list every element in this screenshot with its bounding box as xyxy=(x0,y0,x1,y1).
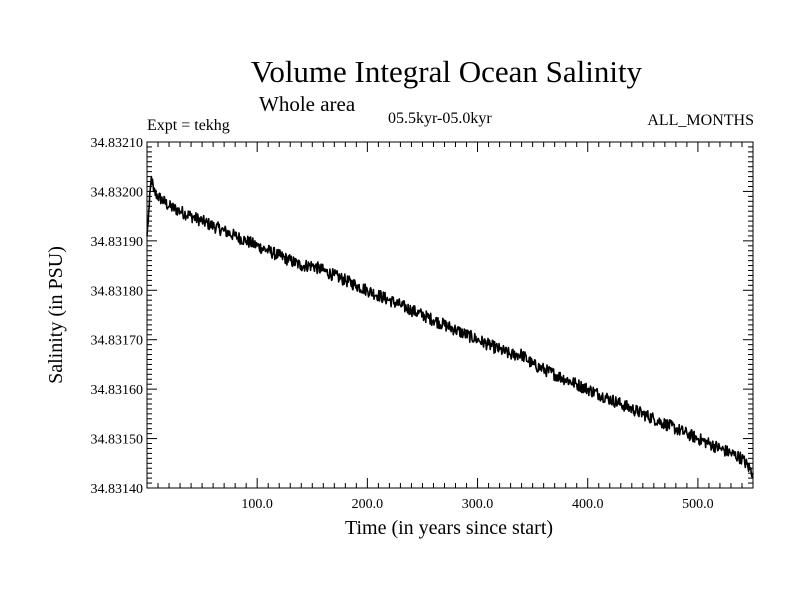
plot-frame xyxy=(146,141,754,489)
y-tick-label: 34.83180 xyxy=(91,284,144,299)
period-label: 05.5kyr-05.0kyr xyxy=(388,110,492,127)
chart-title: Volume Integral Ocean Salinity xyxy=(250,54,643,89)
y-tick-label: 34.83170 xyxy=(91,334,144,349)
chart-subtitle: Whole area xyxy=(259,92,356,116)
series-group xyxy=(146,175,754,479)
axis-ticks xyxy=(146,141,754,489)
y-axis-label: Salinity (in PSU) xyxy=(45,246,67,384)
months-label: ALL_MONTHS xyxy=(647,112,754,129)
y-tick-label: 34.83150 xyxy=(91,433,144,448)
y-tick-label: 34.83200 xyxy=(91,185,144,200)
x-tick-label: 200.0 xyxy=(352,497,384,512)
experiment-label: Expt = tekhg xyxy=(147,117,230,134)
y-tick-label: 34.83160 xyxy=(91,383,144,398)
x-tick-label: 300.0 xyxy=(462,497,494,512)
x-tick-label: 400.0 xyxy=(572,497,604,512)
y-tick-label: 34.83190 xyxy=(91,235,144,250)
y-tick-label: 34.83140 xyxy=(91,482,144,497)
x-tick-label: 100.0 xyxy=(241,497,273,512)
x-axis-label: Time (in years since start) xyxy=(345,517,553,539)
tick-labels: 100.0 200.0 300.0 400.0 500.0 34.83140 34.8315… xyxy=(91,136,714,512)
x-tick-label: 500.0 xyxy=(682,497,714,512)
series-line-salinity xyxy=(146,175,754,479)
y-tick-label: 34.83210 xyxy=(91,136,144,151)
